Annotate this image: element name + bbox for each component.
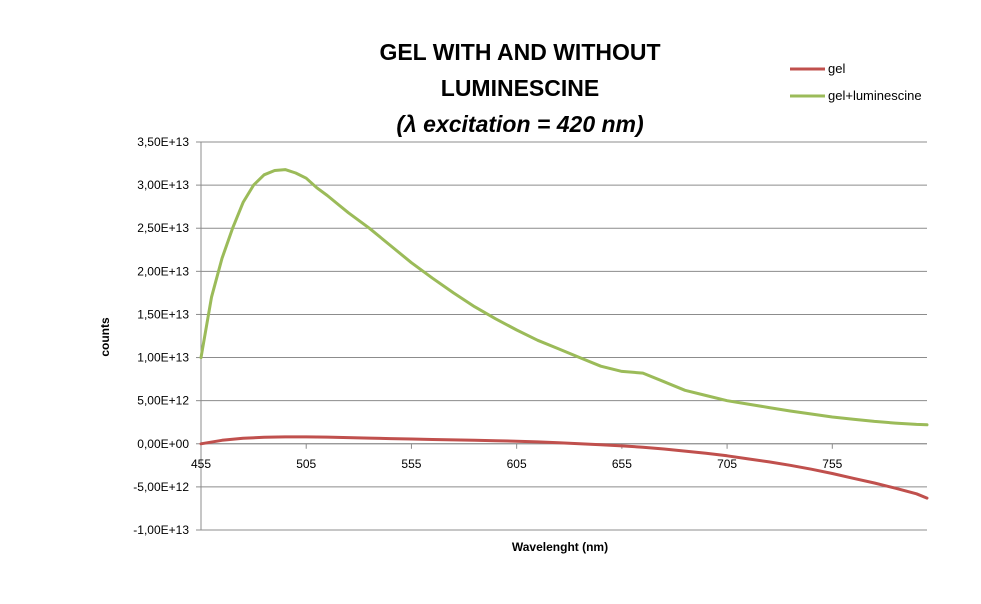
y-tick-label-6: 2,00E+13	[137, 264, 189, 278]
y-tick-label-7: 2,50E+13	[137, 221, 189, 235]
y-tick-label-3: 5,00E+12	[137, 394, 189, 408]
x-tick-label-3: 605	[507, 457, 527, 471]
y-tick-label-8: 3,00E+13	[137, 178, 189, 192]
x-axis-label: Wavelenght (nm)	[512, 540, 608, 554]
y-axis-ticks: -1,00E+13 -5,00E+12 0,00E+00 5,00E+12 1,00E+…	[133, 135, 201, 537]
series-gel	[199, 435, 929, 500]
y-axis-label: counts	[98, 317, 112, 357]
y-tick-label-2: 0,00E+00	[137, 437, 189, 451]
chart-title-line-2: LUMINESCINE	[441, 75, 599, 101]
x-tick-label-2: 555	[401, 457, 421, 471]
data-series	[199, 168, 929, 500]
legend: gel gel+luminescine	[790, 61, 922, 103]
chart-subtitle: (λ excitation = 420 nm)	[396, 111, 643, 137]
y-tick-label-5: 1,50E+13	[137, 307, 189, 321]
y-tick-label-1: -5,00E+12	[133, 480, 189, 494]
y-tick-label-0: -1,00E+13	[133, 523, 189, 537]
series-gel-luminescine	[199, 168, 929, 427]
series-line-0	[199, 435, 929, 500]
x-tick-label-0: 455	[191, 457, 211, 471]
x-tick-label-5: 705	[717, 457, 737, 471]
legend-label-1: gel+luminescine	[828, 88, 922, 103]
y-tick-label-9: 3,50E+13	[137, 135, 189, 149]
legend-label-0: gel	[828, 61, 845, 76]
series-line-1	[199, 168, 929, 427]
y-tick-label-4: 1,00E+13	[137, 351, 189, 365]
x-tick-label-1: 505	[296, 457, 316, 471]
x-tick-label-6: 755	[822, 457, 842, 471]
chart-title: GEL WITH AND WITHOUT LUMINESCINE (λ exci…	[379, 39, 660, 137]
chart-title-line-1: GEL WITH AND WITHOUT	[379, 39, 660, 65]
x-axis-ticks: 455 505 555 605 655 705 755	[191, 443, 843, 471]
x-tick-label-4: 655	[612, 457, 632, 471]
